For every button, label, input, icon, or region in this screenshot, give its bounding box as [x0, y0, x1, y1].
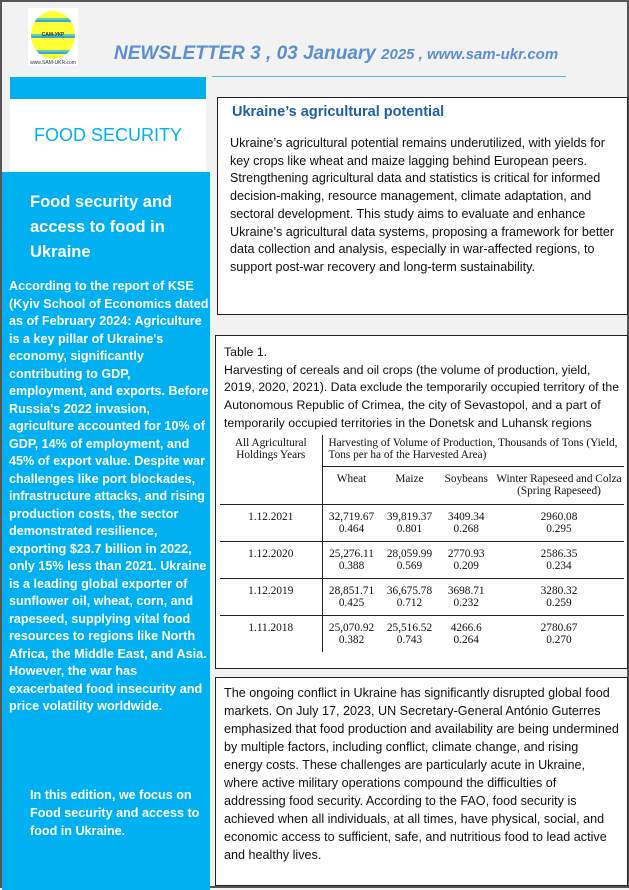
- value-cell: 3280.32 0.259: [494, 577, 624, 616]
- yield: 0.259: [546, 597, 572, 610]
- value-cell: 3409.34 0.268: [438, 503, 494, 542]
- volume: 3698.71: [447, 584, 485, 597]
- volume: 25,516.52: [386, 621, 433, 634]
- value-cell: 2960.08 0.295: [494, 503, 624, 542]
- newsletter-date-url: 2025 , www.sam-ukr.com: [381, 46, 559, 63]
- value-cell: 32,719.67 0.464: [322, 503, 381, 542]
- newsletter-headline: NEWSLETTER 3 , 03 January 2025 , www.sam…: [114, 43, 558, 65]
- volume: 4266.6: [450, 621, 482, 634]
- yield: 0.270: [546, 634, 572, 647]
- yield: 0.295: [546, 523, 572, 536]
- volume: 2780.67: [540, 621, 578, 634]
- table-row: 1.12.2021 32,719.67 0.464 39,819.37 0.801 340…: [220, 503, 624, 542]
- volume: 3280.32: [540, 584, 578, 597]
- yield: 0.268: [453, 523, 479, 536]
- year-cell: 1.11.2018: [220, 614, 323, 652]
- volume: 25,276.11: [329, 547, 374, 560]
- volume: 28,851.71: [328, 584, 375, 597]
- yield: 0.388: [338, 560, 365, 573]
- table-box: Table 1. Harvesting of cereals and oil c…: [215, 335, 628, 669]
- value-cell: 2770.93 0.209: [438, 540, 494, 579]
- table-caption: Harvesting of cereals and oil crops (the…: [224, 362, 620, 430]
- volume: 25,070.92: [328, 621, 375, 634]
- yield: 0.464: [338, 523, 365, 536]
- article-title: Ukraine’s agricultural potential: [232, 104, 445, 120]
- value-cell: 28,059.99 0.569: [380, 540, 439, 579]
- sidebar-title: Food security and access to food in Ukra…: [30, 193, 173, 261]
- col-header: Winter Rapeseed and Colza (Spring Rapese…: [496, 472, 622, 498]
- volume: 3409.34: [447, 510, 485, 523]
- volume: 36,675.78: [386, 584, 433, 597]
- value-cell: 36,675.78 0.712: [380, 577, 439, 616]
- yield: 0.801: [396, 523, 423, 536]
- col-header: Soybeans: [444, 472, 488, 485]
- group-header: Harvesting of Volume of Production, Thou…: [322, 434, 624, 467]
- year-cell: 1.12.2021: [220, 503, 323, 542]
- value-cell: 2586.35 0.234: [494, 540, 624, 579]
- year-cell: 1.12.2019: [220, 577, 323, 616]
- article-body: The ongoing conflict in Ukraine has sign…: [224, 686, 619, 862]
- table-label: Table 1.: [224, 345, 268, 359]
- yield: 0.264: [453, 634, 479, 647]
- harvest-table: All Agricultural Holdings Years Harvesti…: [220, 434, 624, 652]
- volume: 32,719.67: [328, 510, 375, 523]
- value-cell: 25,276.11 0.388: [322, 540, 381, 579]
- value-cell: 25,070.92 0.382: [322, 614, 381, 652]
- yield: 0.234: [546, 560, 572, 573]
- yield: 0.569: [396, 560, 423, 573]
- col-header: Wheat: [336, 472, 367, 485]
- yield: 0.382: [338, 634, 365, 647]
- header-divider: [212, 76, 566, 77]
- volume: 2960.08: [540, 510, 578, 523]
- sidebar-body: According to the report of KSE (Kyiv Sch…: [9, 279, 209, 713]
- volume: 2770.93: [447, 547, 485, 560]
- value-cell: 4266.6 0.264: [438, 614, 494, 652]
- blue-bar: [10, 77, 206, 99]
- yield: 0.743: [396, 634, 423, 647]
- value-cell: 39,819.37 0.801: [380, 503, 439, 542]
- volume: 28,059.99: [386, 547, 433, 560]
- yield: 0.209: [453, 560, 479, 573]
- newsletter-title: NEWSLETTER 3 , 03 January: [114, 43, 382, 64]
- article-food-markets: The ongoing conflict in Ukraine has sign…: [215, 677, 628, 886]
- article-body: Ukraine’s agricultural potential remains…: [230, 136, 615, 274]
- col-header: Maize: [395, 472, 424, 485]
- yield: 0.712: [396, 597, 423, 610]
- volume: 2586.35: [540, 547, 578, 560]
- sidebar-note: In this edition, we focus on Food securi…: [30, 788, 200, 838]
- value-cell: 28,851.71 0.425: [322, 577, 381, 616]
- volume: 39,819.37: [386, 510, 433, 523]
- value-cell: 2780.67 0.270: [494, 614, 624, 652]
- table-row: 1.12.2020 25,276.11 0.388 28,059.99 0.569 277…: [220, 540, 624, 579]
- sidebar: Food security and access to food in Ukra…: [2, 172, 210, 890]
- table-row: 1.11.2018 25,070.92 0.382 25,516.52 0.743 426…: [220, 614, 624, 652]
- yield: 0.232: [453, 597, 479, 610]
- article-agricultural-potential: Ukraine’s agricultural potential Ukraine…: [217, 97, 628, 315]
- value-cell: 3698.71 0.232: [438, 577, 494, 616]
- corner-header: All Agricultural Holdings Years: [220, 434, 323, 505]
- value-cell: 25,516.52 0.743: [380, 614, 439, 652]
- section-label: FOOD SECURITY: [10, 99, 206, 172]
- logo: САМ-УКР www.SAM-UKR.com: [28, 8, 78, 66]
- yield: 0.425: [338, 597, 365, 610]
- year-cell: 1.12.2020: [220, 540, 323, 579]
- table-row: 1.12.2019 28,851.71 0.425 36,675.78 0.712 369…: [220, 577, 624, 616]
